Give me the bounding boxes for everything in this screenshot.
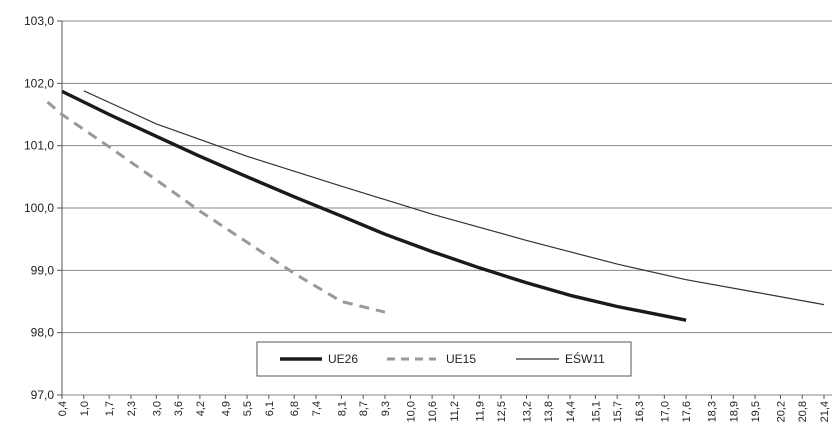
x-tick-label: 20,2 [775, 401, 787, 422]
x-tick-label: 21,4 [819, 401, 831, 422]
x-tick-label: 17,6 [681, 401, 693, 422]
x-axis-ticks: 0,4 1,0 1,7 2,3 3,0 3,6 4,2 4,9 5,5 6,1 6,8 7,4 8,1 8… [57, 395, 831, 422]
x-tick-label: 18,3 [707, 401, 719, 422]
x-tick-label: 5,5 [242, 401, 254, 416]
series-lines [46, 89, 825, 322]
x-tick-label: 4,2 [195, 401, 207, 416]
x-tick-label: 15,7 [612, 401, 624, 422]
x-tick-label: 13,2 [521, 401, 533, 422]
legend-label-eśw11: EŚW11 [565, 351, 605, 366]
x-tick-label: 6,8 [289, 401, 301, 416]
y-axis-ticks: 97,0 98,0 99,0 100,0 101,0 102,0 103,0 [24, 14, 63, 402]
series-line-eśw11 [83, 90, 825, 306]
x-tick-label: 8,7 [358, 401, 370, 416]
x-tick-label: 19,5 [750, 401, 762, 422]
series-line-ue26 [61, 89, 687, 322]
gridlines [62, 20, 832, 396]
y-tick-label: 100,0 [24, 201, 54, 215]
x-tick-label: 3,6 [173, 401, 185, 416]
x-tick-label: 11,2 [449, 401, 461, 422]
y-tick-label: 101,0 [24, 139, 54, 153]
x-tick-label: 13,8 [543, 401, 555, 422]
x-tick-label: 10,0 [405, 401, 417, 422]
y-tick-label: 97,0 [31, 388, 55, 402]
x-tick-label: 9,3 [380, 401, 392, 416]
legend: UE26 UE15 EŚW11 [256, 341, 632, 377]
x-tick-label: 1,0 [79, 401, 91, 416]
x-tick-label: 1,7 [104, 401, 116, 416]
x-tick-label: 14,4 [565, 401, 577, 422]
x-tick-label: 16,3 [634, 401, 646, 422]
x-tick-label: 3,0 [151, 401, 163, 416]
y-tick-label: 102,0 [24, 76, 54, 90]
x-tick-label: 7,4 [311, 401, 323, 416]
x-tick-label: 8,1 [336, 401, 348, 416]
x-tick-label: 12,5 [496, 401, 508, 422]
x-tick-label: 18,9 [728, 401, 740, 422]
x-tick-label: 10,6 [427, 401, 439, 422]
y-tick-label: 103,0 [24, 14, 54, 28]
y-tick-label: 98,0 [31, 326, 55, 340]
x-tick-label: 20,8 [797, 401, 809, 422]
x-tick-label: 15,1 [590, 401, 602, 422]
legend-label-ue15: UE15 [446, 352, 476, 366]
x-tick-label: 4,9 [220, 401, 232, 416]
y-tick-label: 99,0 [31, 263, 55, 277]
legend-label-ue26: UE26 [328, 352, 358, 366]
x-tick-label: 17,0 [659, 401, 671, 422]
x-tick-label: 0,4 [57, 401, 69, 416]
x-tick-label: 6,1 [264, 401, 276, 416]
x-tick-label: 2,3 [126, 401, 138, 416]
x-tick-label: 11,9 [474, 401, 486, 422]
series-line-ue15 [46, 100, 386, 314]
